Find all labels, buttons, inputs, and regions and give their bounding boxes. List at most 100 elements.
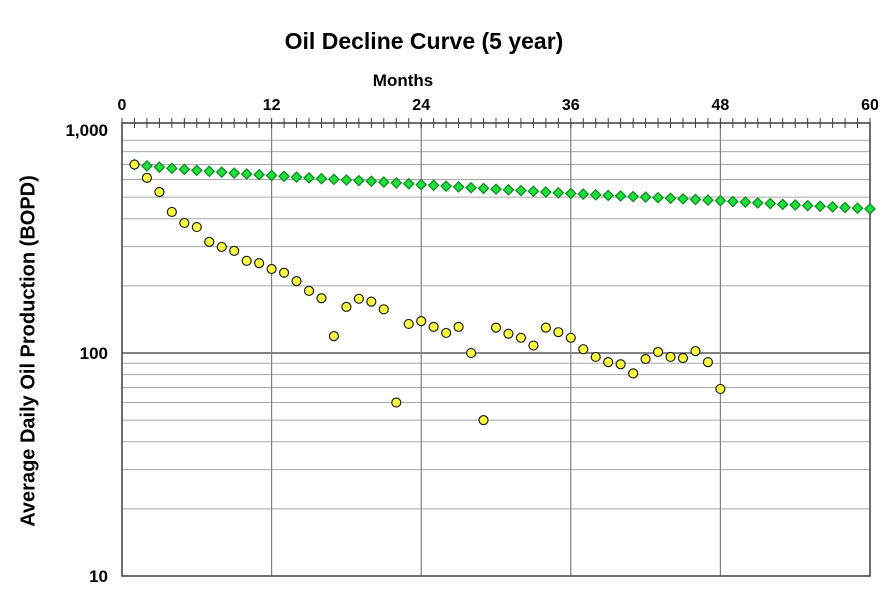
y-tick-label: 1,000 <box>65 121 108 140</box>
data-point-green-diamond-series <box>776 198 789 211</box>
data-point-yellow-circle-series <box>403 318 414 330</box>
data-point-yellow-circle-series <box>328 331 340 342</box>
data-point-green-diamond-series <box>826 200 839 213</box>
x-tick-label: 60 <box>861 97 879 114</box>
data-point-green-diamond-series <box>440 180 453 193</box>
data-point-green-diamond-series <box>290 171 303 184</box>
data-point-green-diamond-series <box>427 179 440 192</box>
data-point-yellow-circle-series <box>540 322 551 333</box>
data-point-yellow-circle-series <box>241 255 252 266</box>
data-point-green-diamond-series <box>539 186 552 198</box>
x-tick-label: 0 <box>118 97 127 114</box>
data-point-green-diamond-series <box>340 174 353 186</box>
data-point-green-diamond-series <box>153 161 166 174</box>
data-point-green-diamond-series <box>165 162 178 175</box>
data-point-yellow-circle-series <box>478 415 489 426</box>
data-point-green-diamond-series <box>552 186 565 199</box>
data-point-green-diamond-series <box>614 190 627 202</box>
data-point-green-diamond-series <box>190 164 203 177</box>
data-point-green-diamond-series <box>315 172 328 185</box>
data-point-green-diamond-series <box>702 194 714 206</box>
data-point-green-diamond-series <box>352 174 365 187</box>
data-point-yellow-circle-series <box>528 340 539 351</box>
data-point-yellow-circle-series <box>266 263 277 275</box>
data-point-green-diamond-series <box>203 165 216 178</box>
data-point-green-diamond-series <box>452 180 465 193</box>
data-point-green-diamond-series <box>390 177 403 189</box>
data-point-yellow-circle-series <box>640 353 651 365</box>
data-point-green-diamond-series <box>377 176 390 189</box>
data-point-yellow-circle-series <box>603 357 614 368</box>
data-point-green-diamond-series <box>465 181 477 194</box>
data-point-green-diamond-series <box>789 199 802 211</box>
x-tick-label: 12 <box>263 97 281 114</box>
data-point-green-diamond-series <box>502 183 515 196</box>
data-point-green-diamond-series <box>801 199 814 212</box>
data-point-yellow-circle-series <box>677 352 689 364</box>
x-tick-label: 36 <box>562 97 580 114</box>
data-point-green-diamond-series <box>839 201 851 214</box>
y-tick-label: 10 <box>89 567 108 586</box>
data-point-green-diamond-series <box>402 177 415 190</box>
y-tick-label: 100 <box>80 344 108 363</box>
data-point-green-diamond-series <box>864 202 876 215</box>
data-point-yellow-circle-series <box>665 351 676 363</box>
chart-title: Oil Decline Curve (5 year) <box>284 28 564 54</box>
data-point-green-diamond-series <box>726 195 739 208</box>
data-point-green-diamond-series <box>739 196 752 209</box>
data-point-green-diamond-series <box>253 168 266 181</box>
data-point-yellow-circle-series <box>690 345 701 357</box>
data-point-green-diamond-series <box>141 160 153 172</box>
data-point-yellow-circle-series <box>590 351 601 363</box>
data-point-yellow-circle-series <box>229 245 240 256</box>
data-point-green-diamond-series <box>278 170 290 183</box>
data-point-yellow-circle-series <box>353 293 364 304</box>
data-point-green-diamond-series <box>365 175 378 188</box>
data-point-yellow-circle-series <box>129 159 140 170</box>
data-point-yellow-circle-series <box>216 241 227 253</box>
data-point-yellow-circle-series <box>278 267 290 278</box>
x-tick-label: 24 <box>412 97 430 114</box>
data-point-green-diamond-series <box>814 200 827 213</box>
data-point-yellow-circle-series <box>179 217 190 229</box>
data-point-yellow-circle-series <box>141 172 153 183</box>
data-point-green-diamond-series <box>589 188 602 201</box>
data-point-yellow-circle-series <box>316 293 327 304</box>
data-point-green-diamond-series <box>415 178 428 191</box>
data-point-green-diamond-series <box>328 173 340 186</box>
data-point-yellow-circle-series <box>565 332 576 343</box>
data-point-green-diamond-series <box>627 190 640 203</box>
data-point-green-diamond-series <box>178 163 191 176</box>
data-point-yellow-circle-series <box>490 322 502 333</box>
data-point-yellow-circle-series <box>154 186 165 198</box>
data-point-green-diamond-series <box>228 167 241 179</box>
data-point-green-diamond-series <box>303 171 315 184</box>
data-point-green-diamond-series <box>689 193 702 206</box>
data-point-yellow-circle-series <box>515 332 527 343</box>
data-point-green-diamond-series <box>714 194 727 207</box>
data-point-green-diamond-series <box>265 169 278 182</box>
data-point-yellow-circle-series <box>615 359 626 370</box>
data-point-yellow-circle-series <box>366 296 377 307</box>
data-point-green-diamond-series <box>677 192 689 205</box>
data-point-green-diamond-series <box>764 197 777 210</box>
data-point-yellow-circle-series <box>291 276 302 287</box>
data-point-green-diamond-series <box>639 191 652 204</box>
data-point-yellow-circle-series <box>652 346 664 358</box>
data-point-green-diamond-series <box>477 182 490 195</box>
data-point-yellow-circle-series <box>628 368 639 379</box>
data-point-yellow-circle-series <box>465 347 477 359</box>
data-point-yellow-circle-series <box>441 327 452 339</box>
data-point-green-diamond-series <box>240 168 253 180</box>
data-point-green-diamond-series <box>490 183 502 196</box>
data-point-yellow-circle-series <box>702 357 714 368</box>
data-point-yellow-circle-series <box>191 221 202 233</box>
data-point-yellow-circle-series <box>503 328 514 339</box>
data-point-yellow-circle-series <box>416 316 427 327</box>
data-point-yellow-circle-series <box>391 397 402 408</box>
data-point-yellow-circle-series <box>166 206 177 218</box>
data-point-green-diamond-series <box>564 187 577 200</box>
data-point-yellow-circle-series <box>204 236 215 247</box>
